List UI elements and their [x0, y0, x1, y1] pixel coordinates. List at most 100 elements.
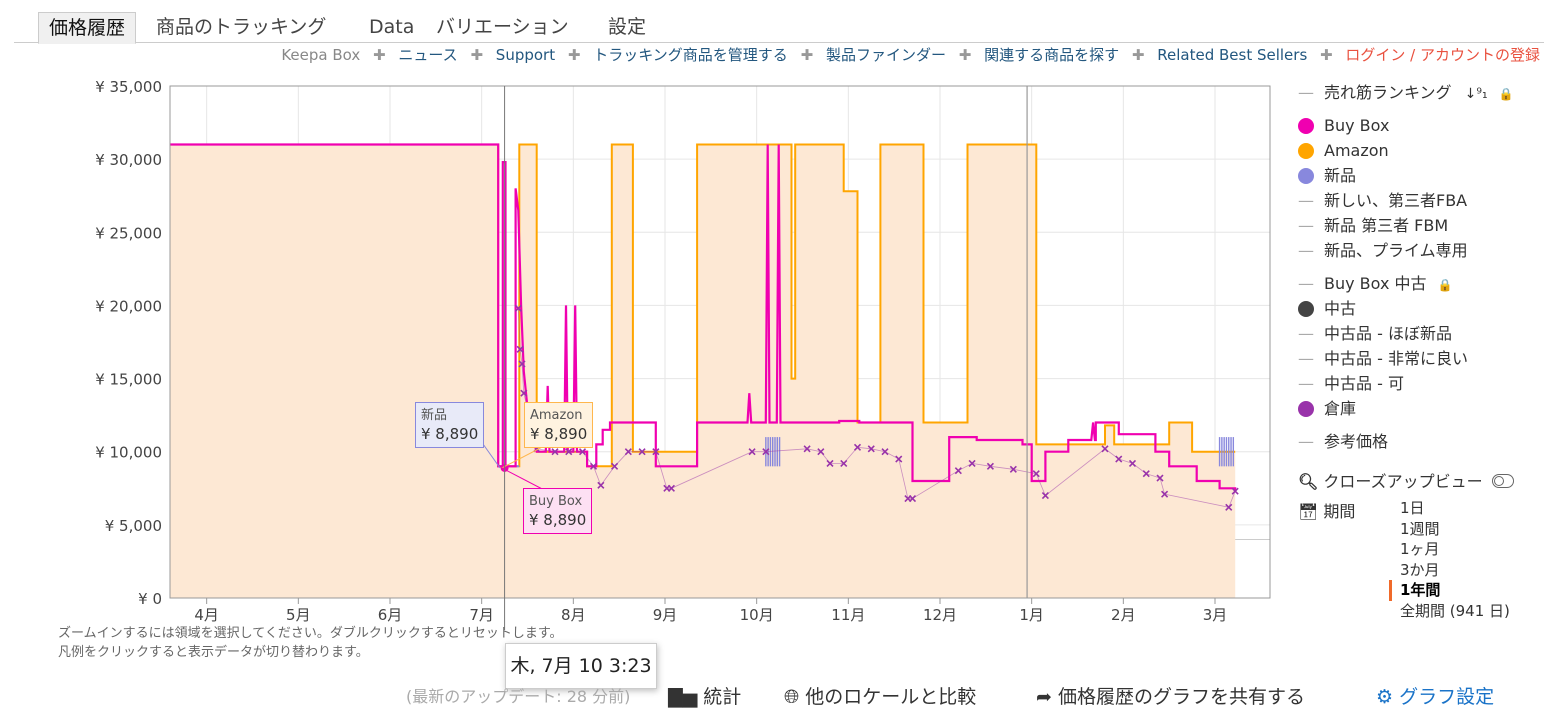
legend-sales-rank-label: 売れ筋ランキング — [1324, 83, 1452, 102]
news-link[interactable]: ニュース — [398, 46, 458, 64]
tab-product-tracking[interactable]: 商品のトラッキング — [156, 16, 327, 38]
y-tick-label: ¥ 25,000 — [95, 224, 162, 242]
support-link[interactable]: Support — [495, 46, 556, 64]
tab-price-history[interactable]: 価格履歴 — [38, 12, 137, 44]
keepa-box-link[interactable]: Keepa Box — [281, 46, 361, 64]
warehouse-point — [667, 484, 675, 492]
legend-item-2[interactable]: 新品 — [1296, 163, 1556, 188]
warehouse-point — [840, 459, 848, 467]
warehouse-point — [1101, 445, 1109, 453]
warehouse-point — [867, 445, 875, 453]
legend-item-5[interactable]: — 新品、プライム専用 — [1296, 238, 1556, 263]
legend-used-item-1[interactable]: — 中古品 - ほぼ新品 — [1296, 321, 1556, 346]
period-option[interactable]: 1年間 — [1389, 580, 1510, 601]
legend-item-3[interactable]: — 新しい、第三者FBA — [1296, 188, 1556, 213]
plus-icon: ✚ — [800, 46, 814, 64]
help-zoom: ズームインするには領域を選択してください。ダブルクリックするとリセットします。 — [58, 626, 563, 641]
period-option[interactable]: 1週間 — [1400, 519, 1440, 538]
closeup-view-toggle[interactable]: 🔍︎ クローズアップビュー — [1298, 468, 1514, 492]
legend-buybox-used-label: Buy Box 中古 — [1324, 274, 1427, 293]
manage-tracking-link[interactable]: トラッキング商品を管理する — [593, 46, 788, 64]
period-option[interactable]: 全期間 (941 日) — [1400, 601, 1510, 620]
warehouse-point — [565, 448, 573, 456]
warehouse-point — [1041, 492, 1049, 500]
new-tooltip-label: 新品 — [421, 408, 448, 423]
tab-settings[interactable]: 設定 — [608, 16, 647, 38]
x-tick-label: 10月 — [740, 606, 774, 624]
legend-reference-price-label: 参考価格 — [1324, 432, 1389, 451]
period-label-text: 期間 — [1323, 502, 1356, 521]
gear-icon: ⚙︎ — [1376, 686, 1394, 708]
warehouse-point — [986, 462, 994, 470]
amazon-tooltip: Amazon ¥ 8,890 — [524, 402, 594, 448]
warehouse-point — [908, 494, 917, 503]
period-options: 1日 1週間 1ヶ月 3か月 1年間 全期間 (941 日) — [1389, 498, 1510, 622]
warehouse-point — [853, 443, 862, 451]
share-chart-button[interactable]: ➦ 価格履歴のグラフを共有する — [1036, 683, 1305, 711]
amazon-tooltip-label: Amazon — [530, 408, 583, 423]
line-marker-icon: — — [1298, 349, 1314, 368]
sort-icon[interactable]: ↓⁹₁ — [1464, 86, 1488, 102]
warehouse-point — [881, 448, 889, 456]
line-marker-icon: — — [1298, 274, 1314, 293]
warehouse-point — [1032, 470, 1040, 478]
stats-button[interactable]: ▇▅ 統計 — [668, 683, 741, 711]
amazon-area — [170, 144, 1236, 598]
toggle-icon[interactable] — [1491, 474, 1514, 488]
warehouse-point — [520, 389, 528, 397]
login-link[interactable]: ログイン / アカウントの登録 — [1345, 46, 1540, 64]
legend-used-item-3[interactable]: — 中古品 - 可 — [1296, 371, 1556, 396]
period-label: 📅︎ 期間 — [1298, 498, 1355, 522]
legend-used-item-2[interactable]: — 中古品 - 非常に良い — [1296, 346, 1556, 371]
sub-navigation: Keepa Box ✚ ニュース ✚ Support ✚ トラッキング商品を管理… — [275, 44, 1540, 64]
warehouse-point — [817, 448, 825, 456]
x-tick-label: 6月 — [378, 606, 403, 624]
legend-item-4[interactable]: — 新品 第三者 FBM — [1296, 213, 1556, 238]
legend-item-label: 新しい、第三者FBA — [1324, 191, 1468, 210]
y-tick-label: ¥ 35,000 — [95, 78, 162, 96]
x-tick-label: 4月 — [194, 606, 219, 624]
legend-item-label: 新品、プライム専用 — [1324, 241, 1468, 260]
legend-used-item-label: 中古品 - ほぼ新品 — [1324, 324, 1452, 343]
y-tick-label: ¥ 15,000 — [95, 371, 162, 389]
tooltip-connector — [482, 443, 501, 469]
period-option[interactable]: 3か月 — [1400, 560, 1440, 579]
warehouse-point — [518, 360, 526, 368]
legend-item-1[interactable]: Amazon — [1296, 138, 1556, 163]
new-tooltip-value: ¥ 8,890 — [421, 425, 479, 443]
tab-variations[interactable]: バリエーション — [436, 16, 569, 38]
period-option[interactable]: 1日 — [1400, 499, 1425, 517]
plus-icon: ✚ — [373, 46, 386, 64]
legend-buybox-used[interactable]: — Buy Box 中古 🔒 — [1296, 271, 1556, 296]
warehouse-point — [1225, 503, 1233, 511]
warehouse-point — [611, 462, 619, 470]
price-history-chart[interactable]: ¥ 35,000 ¥ 30,000 ¥ 25,000 ¥ 20,000 ¥ 15,000… — [0, 70, 1290, 630]
legend-item-label: Amazon — [1324, 141, 1389, 160]
legend-item-label: 新品 第三者 FBM — [1324, 216, 1449, 235]
tab-data[interactable]: Data — [369, 16, 415, 38]
product-finder-link[interactable]: 製品ファインダー — [825, 46, 946, 64]
x-tick-label: 9月 — [653, 606, 678, 624]
related-best-sellers-link[interactable]: Related Best Sellers — [1157, 46, 1308, 64]
legend-used-item-0[interactable]: 中古 — [1296, 296, 1556, 321]
compare-locales-button[interactable]: 🌐︎ 他のロケールと比較 — [784, 683, 976, 711]
legend-item-0[interactable]: Buy Box — [1296, 113, 1556, 138]
legend-used-item-4[interactable]: 倉庫 — [1296, 396, 1556, 421]
legend-sales-rank[interactable]: — 売れ筋ランキング ↓⁹₁ 🔒 — [1296, 80, 1556, 105]
x-tick-label: 8月 — [561, 606, 586, 624]
calendar-icon: 📅︎ — [1298, 502, 1319, 521]
warehouse-point — [762, 448, 770, 456]
warehouse-point — [638, 448, 646, 456]
y-tick-label: ¥ 0 — [138, 590, 162, 608]
period-option[interactable]: 1ヶ月 — [1400, 540, 1440, 559]
settings-label: グラフ設定 — [1399, 686, 1495, 708]
legend-reference-price[interactable]: — 参考価格 — [1296, 429, 1556, 454]
warehouse-point — [1161, 490, 1169, 498]
related-search-link[interactable]: 関連する商品を探す — [984, 46, 1120, 64]
line-marker-icon: — — [1298, 241, 1314, 260]
warehouse-point — [578, 448, 587, 456]
line-marker-icon: — — [1298, 432, 1314, 451]
chart-settings-button[interactable]: ⚙︎ グラフ設定 — [1376, 683, 1494, 711]
legend-used-item-label: 中古品 - 非常に良い — [1324, 349, 1468, 368]
search-icon: 🔍︎ — [1298, 472, 1319, 491]
